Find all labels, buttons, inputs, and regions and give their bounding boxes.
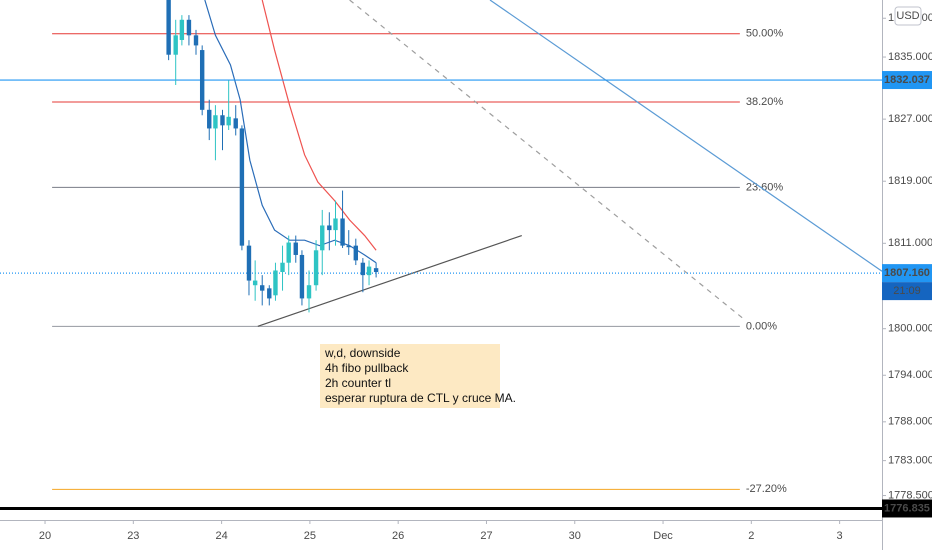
candle-body (186, 19, 192, 36)
y-tick-label: 1800.000 (888, 323, 932, 335)
fib-label: 50.00% (746, 28, 784, 40)
price-label-bg (882, 71, 932, 90)
price-label: 1776.835 (884, 502, 930, 514)
annotation-text: 4h fibo pullback (325, 361, 409, 375)
currency: USD (896, 10, 919, 22)
trend-line (257, 234, 522, 327)
candle-body (166, 0, 171, 55)
candle-body (207, 109, 212, 129)
y-tick-label: 1811.000 (888, 237, 932, 249)
candle-body (239, 128, 245, 246)
trend-line (349, 0, 746, 321)
candle-body (252, 280, 258, 286)
candle-body (267, 288, 272, 299)
x-tick-label: 2 (748, 530, 754, 542)
plot-area: 50.00% 38.20% 23.60% 0.00% -27.20% w,d, downs… (0, 0, 882, 510)
x-tick-label: Dec (653, 530, 673, 542)
annotation-text: 2h counter tl (325, 376, 391, 390)
x-tick-label: 26 (392, 530, 404, 542)
candle-body (213, 115, 218, 129)
candle-body (220, 115, 225, 126)
candle-body (306, 285, 312, 299)
candle-body (299, 254, 305, 299)
candle-body (226, 116, 231, 126)
x-tick-label: 23 (127, 530, 139, 542)
price-label-bg (882, 264, 932, 283)
x-tick-label: 24 (215, 530, 227, 542)
candle-body (179, 19, 185, 40)
candle-body (173, 35, 178, 55)
candle-body (313, 250, 319, 286)
fib-label: 0.00% (746, 320, 777, 332)
candle-body (280, 262, 285, 273)
y-tick-label: 1794.000 (888, 369, 932, 381)
candle-body (293, 242, 298, 255)
candle-body (273, 270, 278, 296)
candle-body (346, 245, 351, 248)
candle-body (193, 35, 199, 46)
annotation-box (320, 344, 500, 408)
x-tick-label: 20 (39, 530, 51, 542)
candle-body (333, 218, 338, 231)
countdown-bg (882, 282, 932, 301)
trend-line (261, 0, 377, 251)
annotation-text: w,d, downside (324, 346, 401, 360)
y-tick-label: 1827.000 (888, 113, 932, 125)
x-tick-label: 25 (304, 530, 316, 542)
time-axis-bg (0, 520, 882, 550)
x-tick-label: 3 (837, 530, 843, 542)
candle-body (233, 118, 238, 129)
fib-label: 23.60% (746, 181, 784, 193)
price-label: 1807.160 (884, 267, 930, 279)
fib-label: -27.20% (746, 483, 787, 495)
x-tick-label: 27 (480, 530, 492, 542)
candle-body (286, 242, 291, 263)
candle-body (360, 262, 366, 276)
countdown: 21:09 (893, 285, 921, 297)
candle-body (327, 225, 332, 231)
candle-body (353, 245, 359, 261)
y-tick-label: 1778.500 (888, 489, 932, 501)
annotation-text: esperar ruptura de CTL y cruce MA. (325, 391, 516, 405)
trend-line (489, 0, 882, 272)
price-label-bg (882, 499, 932, 518)
price-label: 1832.037 (884, 74, 930, 86)
y-tick-label: 1783.000 (888, 455, 932, 467)
currency-badge (894, 6, 922, 26)
y-tick-label: 1788.000 (888, 416, 932, 428)
y-tick-label: 1835.000 (888, 51, 932, 63)
candle-body (246, 245, 252, 281)
candle-body (340, 218, 345, 246)
candle-body (320, 225, 325, 251)
x-tick-label: 30 (569, 530, 581, 542)
trend-line (204, 0, 377, 264)
candle-body (373, 268, 379, 273)
candle-body (366, 266, 372, 276)
candle-body (199, 50, 205, 110)
y-tick-label: 1819.000 (888, 175, 932, 187)
fib-label: 38.20% (746, 96, 784, 108)
candle-body (260, 285, 265, 291)
